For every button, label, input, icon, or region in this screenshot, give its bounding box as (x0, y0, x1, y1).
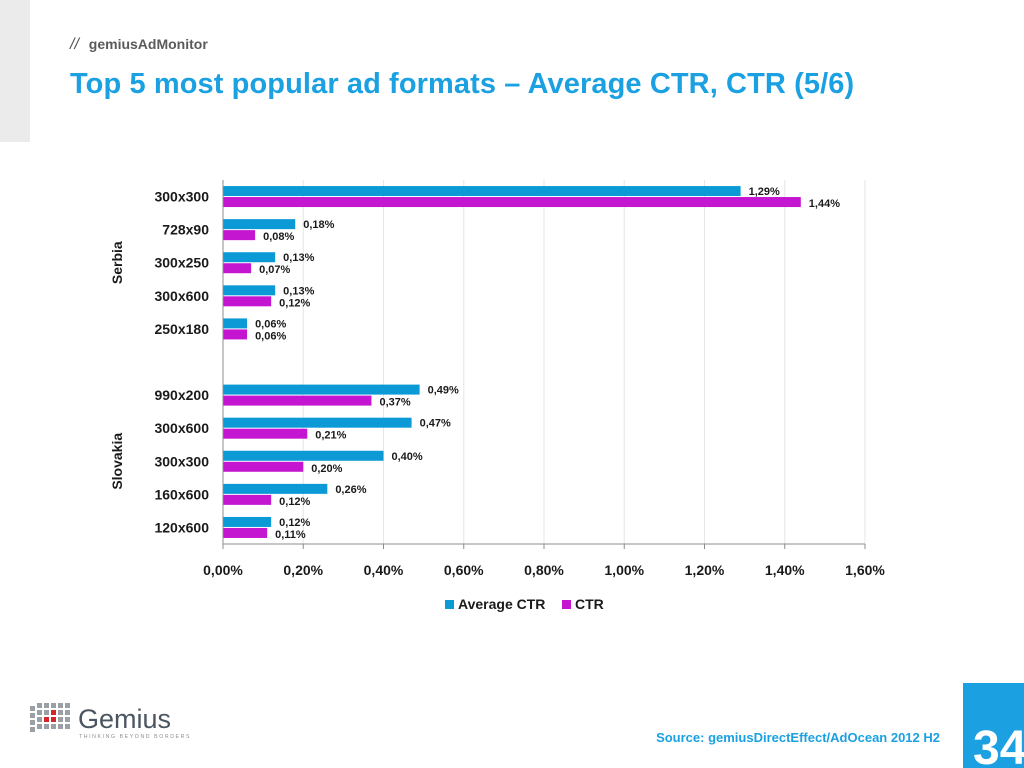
data-label-ctr: 0,12% (279, 297, 310, 309)
bar-chart: 300x300 1,29% 1,44% 728x90 0,18% 0,08% 300x250… (109, 180, 885, 612)
gemius-logo: Gemius THINKING BEYOND BORDERS (30, 703, 191, 740)
brand-name: gemiusAdMonitor (88, 36, 208, 52)
data-label-ctr: 0,37% (379, 397, 410, 409)
bar-ctr (223, 461, 304, 472)
bar-average-ctr (223, 384, 420, 395)
category-label: 300x300 (154, 189, 209, 205)
x-tick-label: 0,40% (364, 562, 404, 578)
category-label: 160x600 (154, 486, 209, 502)
data-label-ctr: 1,44% (809, 198, 840, 210)
data-label-average-ctr: 0,40% (392, 451, 423, 463)
bar-ctr (223, 428, 308, 439)
data-label-ctr: 0,11% (275, 529, 306, 541)
bar-average-ctr (223, 318, 248, 329)
data-label-average-ctr: 0,26% (335, 484, 366, 496)
data-label-average-ctr: 0,06% (255, 318, 286, 330)
bar-average-ctr (223, 252, 276, 263)
category-label: 250x180 (154, 321, 209, 337)
x-tick-label: 0,80% (524, 562, 564, 578)
category-label: 990x200 (154, 387, 209, 403)
category-label: 120x600 (154, 519, 209, 535)
category-label: 300x250 (154, 255, 209, 271)
data-label-ctr: 0,20% (311, 463, 342, 475)
data-label-ctr: 0,08% (263, 231, 294, 243)
x-tick-label: 1,40% (765, 562, 805, 578)
data-label-average-ctr: 0,49% (428, 385, 459, 397)
bar-ctr (223, 197, 801, 208)
x-tick-label: 0,60% (444, 562, 484, 578)
category-label: 300x300 (154, 453, 209, 469)
x-tick-label: 0,20% (283, 562, 323, 578)
group-label: Slovakia (109, 433, 125, 490)
bar-average-ctr (223, 219, 296, 230)
bar-ctr (223, 395, 372, 406)
page-title: Top 5 most popular ad formats – Average … (70, 68, 855, 100)
group-label: Serbia (109, 241, 125, 284)
bar-average-ctr (223, 516, 272, 527)
x-tick-label: 1,60% (845, 562, 885, 578)
data-label-ctr: 0,21% (315, 430, 346, 442)
category-label: 728x90 (162, 222, 209, 238)
x-tick-label: 1,20% (685, 562, 725, 578)
brand-slashes: // (70, 36, 79, 53)
logo-text: Gemius (78, 704, 171, 734)
data-label-ctr: 0,07% (259, 264, 290, 276)
x-tick-label: 1,00% (604, 562, 644, 578)
data-label-ctr: 0,06% (255, 330, 286, 342)
bar-ctr (223, 494, 272, 505)
bar-average-ctr (223, 186, 741, 197)
category-label: 300x600 (154, 420, 209, 436)
side-decoration (0, 0, 30, 142)
logo-tagline: THINKING BEYOND BORDERS (79, 734, 191, 740)
bar-average-ctr (223, 285, 276, 296)
brand-line: // gemiusAdMonitor (70, 36, 208, 54)
legend-label-ctr: CTR (575, 596, 604, 612)
logo-grid-icon (30, 703, 70, 732)
data-label-average-ctr: 0,18% (303, 219, 334, 231)
bar-ctr (223, 527, 268, 538)
data-label-average-ctr: 0,13% (283, 252, 314, 264)
bar-ctr (223, 263, 252, 274)
data-label-average-ctr: 0,12% (279, 517, 310, 529)
data-label-ctr: 0,12% (279, 496, 310, 508)
legend-swatch-average-ctr (445, 600, 454, 609)
bar-average-ctr (223, 417, 412, 428)
bar-ctr (223, 296, 272, 307)
page-number-box: 34 (963, 683, 1024, 768)
category-label: 300x600 (154, 288, 209, 304)
data-label-average-ctr: 0,13% (283, 285, 314, 297)
bar-average-ctr (223, 450, 384, 461)
data-label-average-ctr: 1,29% (749, 186, 780, 198)
bar-average-ctr (223, 483, 328, 494)
x-tick-label: 0,00% (203, 562, 243, 578)
legend-swatch-ctr (562, 600, 571, 609)
page-number: 34 (973, 722, 1024, 768)
data-label-average-ctr: 0,47% (420, 418, 451, 430)
bar-ctr (223, 329, 248, 340)
legend-label-average-ctr: Average CTR (458, 596, 545, 612)
bar-ctr (223, 230, 256, 241)
source-note: Source: gemiusDirectEffect/AdOcean 2012 … (656, 730, 940, 745)
